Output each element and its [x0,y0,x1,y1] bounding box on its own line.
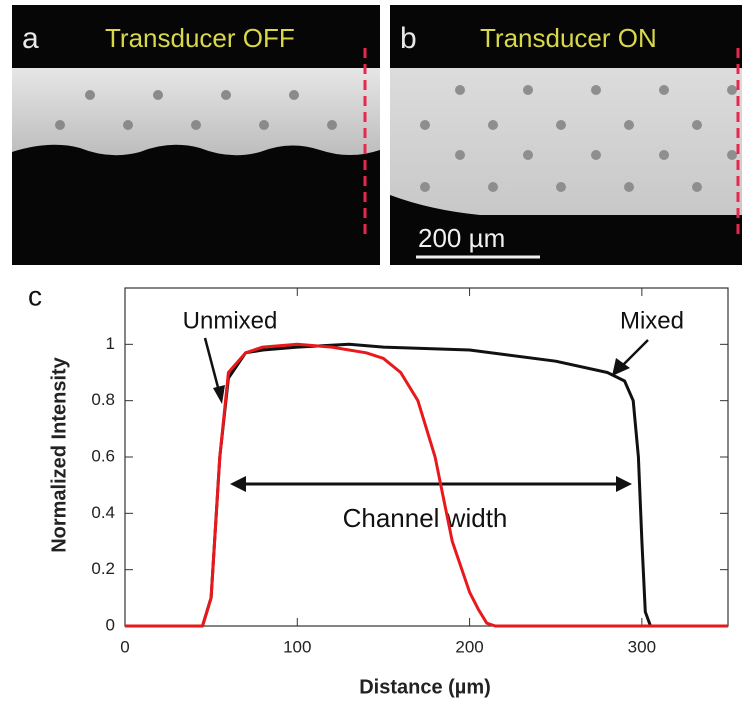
x-tick-label: 0 [120,637,129,656]
particle [488,120,498,130]
particle [327,120,337,130]
x-tick-label: 300 [628,637,656,656]
y-tick-label: 0.8 [91,390,115,409]
particle [624,120,634,130]
particle [523,85,533,95]
figure: a Transducer OFF b Transducer ON 200 µm … [0,0,747,713]
page: {"panels": [ {"label": "a", "caption": "… [0,0,747,713]
particle [692,182,702,192]
particle [153,90,163,100]
annotation: Channel width [343,503,508,533]
image-panel-b: b Transducer ON 200 µm [390,5,742,265]
y-tick-label: 0 [106,615,115,634]
particle [591,85,601,95]
annotation: Mixed [620,307,684,334]
particle [55,120,65,130]
particle [692,120,702,130]
y-axis-label: Normalized Intensity [48,356,70,552]
particle [556,120,566,130]
particle [221,90,231,100]
panel-caption: Transducer ON [480,23,657,53]
particle [420,120,430,130]
particle [659,85,669,95]
particle [191,120,201,130]
particle [123,120,133,130]
x-tick-label: 100 [283,637,311,656]
chart: c Distance (µm) Normalized Intensity Unm… [28,280,728,698]
panel-label: a [22,22,39,55]
particle [289,90,299,100]
scale-bar-label: 200 µm [418,223,505,253]
panel-caption: Transducer OFF [105,23,295,53]
particle [488,182,498,192]
particle [591,150,601,160]
particle [455,85,465,95]
x-axis-label: Distance (µm) [359,676,491,698]
particle [624,182,634,192]
y-tick-label: 0.4 [91,503,115,522]
y-tick-label: 1 [106,334,115,353]
particle [727,85,737,95]
panel-label: b [400,22,417,55]
panel-label: c [28,280,42,311]
image-panel-a: a Transducer OFF [12,5,380,265]
y-tick-label: 0.6 [91,446,115,465]
particle [259,120,269,130]
particle [556,182,566,192]
particle [85,90,95,100]
particle [727,150,737,160]
particle [659,150,669,160]
y-tick-label: 0.2 [91,559,115,578]
particle [523,150,533,160]
x-tick-label: 200 [455,637,483,656]
particle [420,182,430,192]
annotation: Unmixed [183,307,278,334]
particle [455,150,465,160]
